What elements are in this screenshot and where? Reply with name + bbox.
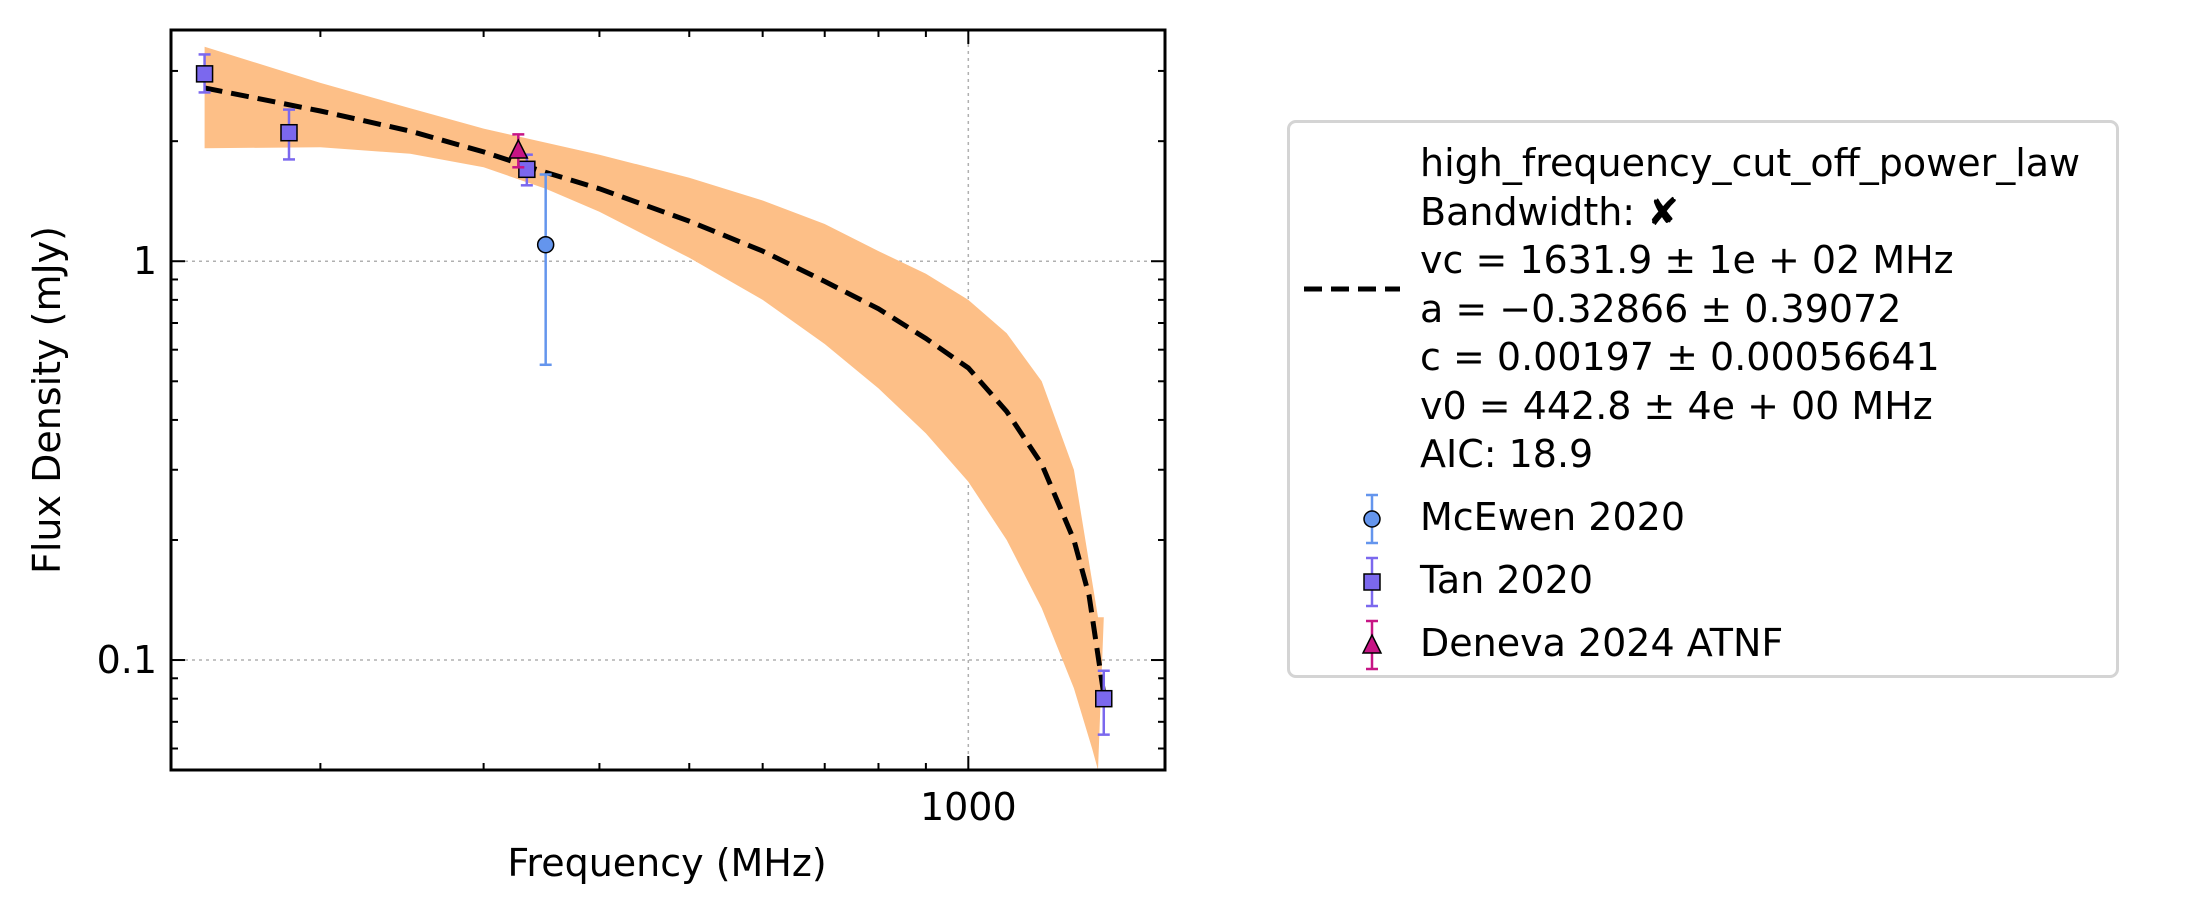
data-point-tan-2020 xyxy=(280,108,298,161)
legend-marker-circle xyxy=(1363,493,1381,545)
legend-label-tan: Tan 2020 xyxy=(1420,558,1594,602)
legend-entry-deneva: Deneva 2024 ATNF xyxy=(1290,615,2116,675)
legend-param-c: c = 0.00197 ± 0.00056641 xyxy=(1420,335,1940,379)
x-axis-label: Frequency (MHz) xyxy=(507,841,826,885)
triangle-marker xyxy=(508,138,529,159)
circle-marker xyxy=(536,235,555,254)
y-axis-label: Flux Density (mJy) xyxy=(25,226,69,574)
legend-entry-tan: Tan 2020 xyxy=(1290,552,2116,612)
data-point-deneva-2024-atnf xyxy=(508,133,529,169)
grid-lines xyxy=(171,30,1165,770)
data-point-tan-2020 xyxy=(1095,669,1113,736)
data-point-tan-2020 xyxy=(518,153,536,187)
legend-aic: AIC: 18.9 xyxy=(1420,432,1594,476)
legend-fit-parameters: high_frequency_cut_off_power_law Bandwid… xyxy=(1420,139,2080,479)
data-point-mcewen-2020 xyxy=(536,173,555,367)
y-tick-label: 1 xyxy=(133,239,157,283)
legend-fit-name: high_frequency_cut_off_power_law xyxy=(1420,141,2081,185)
square-marker xyxy=(195,65,214,83)
legend-entry-mcewen: McEwen 2020 xyxy=(1290,489,2116,549)
square-marker xyxy=(280,123,298,142)
legend-marker-square xyxy=(1363,556,1381,608)
square-marker xyxy=(1095,689,1113,708)
legend: high_frequency_cut_off_power_law Bandwid… xyxy=(1287,120,2119,678)
legend-marker-triangle xyxy=(1361,619,1383,671)
y-tick-label: 0.1 xyxy=(97,638,157,682)
data-points xyxy=(195,53,1113,736)
legend-label-deneva: Deneva 2024 ATNF xyxy=(1420,621,1784,665)
legend-param-v0: v0 = 442.8 ± 4e + 00 MHz xyxy=(1420,383,1933,428)
x-tick-label: 1000 xyxy=(920,785,1017,829)
fit-line xyxy=(204,85,1107,695)
legend-param-a: a = −0.32866 ± 0.39072 xyxy=(1420,286,1902,331)
axis-ticks: 1000 0.1 1 xyxy=(97,30,1165,829)
square-marker xyxy=(518,160,536,179)
legend-param-vc: vc = 1631.9 ± 1e + 02 MHz xyxy=(1420,238,1954,282)
legend-fit-swatch xyxy=(1304,286,1400,292)
fit-uncertainty-band xyxy=(204,46,1104,770)
data-point-tan-2020 xyxy=(195,53,214,94)
legend-bandwidth: Bandwidth: ✘ xyxy=(1420,189,1680,234)
plot-frame xyxy=(169,28,1167,772)
legend-label-mcewen: McEwen 2020 xyxy=(1420,495,1686,539)
